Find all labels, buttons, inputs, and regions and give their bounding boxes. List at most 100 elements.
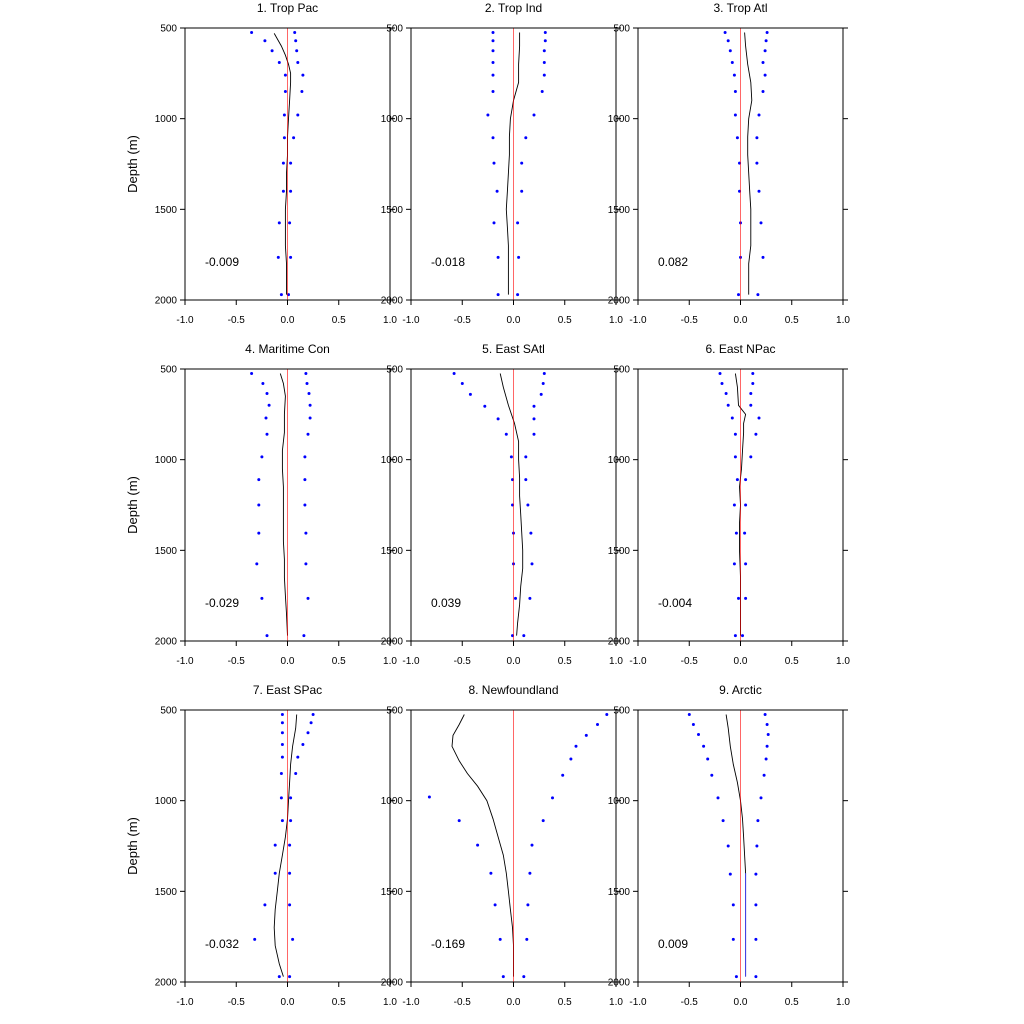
range-point <box>542 372 546 375</box>
x-tick-label: 1.0 <box>383 315 397 326</box>
range-point <box>289 819 293 823</box>
x-tick-label: 0.0 <box>507 656 521 667</box>
x-tick-label: -0.5 <box>681 656 699 667</box>
y-tick-label: 2000 <box>381 637 404 648</box>
y-tick-label: 500 <box>160 706 177 717</box>
range-point <box>288 871 292 875</box>
panel-title: 7. East SPac <box>253 683 322 697</box>
range-point <box>257 503 261 507</box>
y-tick-label: 2000 <box>155 637 178 648</box>
x-tick-label: 0.0 <box>734 315 748 326</box>
range-point <box>492 221 496 225</box>
range-point <box>728 49 732 53</box>
range-point <box>265 634 269 638</box>
x-tick-label: 0.0 <box>281 997 295 1008</box>
range-point <box>561 773 565 777</box>
range-point <box>744 562 748 566</box>
range-point <box>303 503 307 507</box>
y-tick-label: 1000 <box>608 796 631 807</box>
y-tick-label: 500 <box>613 706 630 717</box>
range-point <box>491 31 495 34</box>
range-point <box>759 221 763 225</box>
range-point <box>509 455 513 459</box>
range-point <box>311 713 315 716</box>
range-point <box>764 757 768 761</box>
y-tick-label: 1000 <box>155 455 178 466</box>
range-point <box>279 772 283 775</box>
x-tick-label: 1.0 <box>609 315 623 326</box>
range-point <box>730 416 734 420</box>
range-point <box>304 531 308 535</box>
range-point <box>277 975 281 979</box>
range-point <box>530 843 534 847</box>
y-tick-label: 1000 <box>155 114 178 125</box>
range-point <box>744 478 748 482</box>
range-point <box>757 189 761 193</box>
profile-line <box>499 373 524 636</box>
range-point <box>303 478 307 482</box>
range-point <box>292 136 296 140</box>
range-point <box>504 432 508 436</box>
range-point <box>734 975 738 979</box>
x-tick-label: 1.0 <box>836 997 850 1008</box>
range-point <box>491 49 495 53</box>
y-tick-label: 2000 <box>155 978 178 989</box>
range-point <box>280 819 284 823</box>
range-point <box>532 417 536 421</box>
range-point <box>766 733 770 736</box>
x-tick-label: -1.0 <box>629 315 647 326</box>
range-point <box>763 49 767 53</box>
range-point <box>468 392 472 396</box>
range-point <box>542 73 546 77</box>
profile-line <box>273 714 298 977</box>
x-tick-label: -0.5 <box>454 997 472 1008</box>
range-point <box>726 403 730 407</box>
range-point <box>716 796 720 800</box>
y-axis-label: Depth (m) <box>125 817 140 875</box>
range-point <box>280 713 284 716</box>
range-point <box>744 503 748 507</box>
range-point <box>751 372 755 375</box>
range-point <box>296 755 300 759</box>
range-point <box>289 796 293 800</box>
range-point <box>761 90 765 93</box>
range-point <box>270 49 274 53</box>
y-tick-label: 1000 <box>155 796 178 807</box>
range-point <box>524 455 528 459</box>
range-point <box>532 432 536 436</box>
panel-title: 6. East NPac <box>705 342 775 356</box>
range-point <box>263 903 267 907</box>
range-point <box>492 161 496 165</box>
y-tick-label: 2000 <box>608 296 631 307</box>
x-tick-label: 0.5 <box>785 656 799 667</box>
range-point <box>754 432 758 436</box>
range-point <box>605 713 609 716</box>
range-point <box>730 61 734 64</box>
range-point <box>276 255 280 259</box>
profile-line <box>744 32 753 295</box>
range-point <box>452 372 456 375</box>
correlation-value: -0.004 <box>658 596 692 610</box>
range-point <box>491 136 495 140</box>
range-point <box>732 503 736 507</box>
x-tick-label: 0.5 <box>785 997 799 1008</box>
range-point <box>288 975 292 979</box>
range-point <box>733 113 737 117</box>
y-axis-label: Depth (m) <box>125 135 140 193</box>
range-point <box>253 937 257 941</box>
range-point <box>723 31 727 34</box>
range-point <box>493 903 497 907</box>
x-tick-label: 0.5 <box>558 997 572 1008</box>
range-point <box>277 61 281 64</box>
range-point <box>489 871 493 875</box>
panel-title: 1. Trop Pac <box>257 1 318 15</box>
range-point <box>496 255 500 259</box>
range-point <box>525 937 529 941</box>
x-tick-label: -0.5 <box>454 315 472 326</box>
range-point <box>524 478 528 482</box>
range-point <box>763 73 767 77</box>
range-point <box>291 937 295 941</box>
range-point <box>279 293 283 297</box>
y-tick-label: 1500 <box>381 546 404 557</box>
range-point <box>301 73 305 77</box>
